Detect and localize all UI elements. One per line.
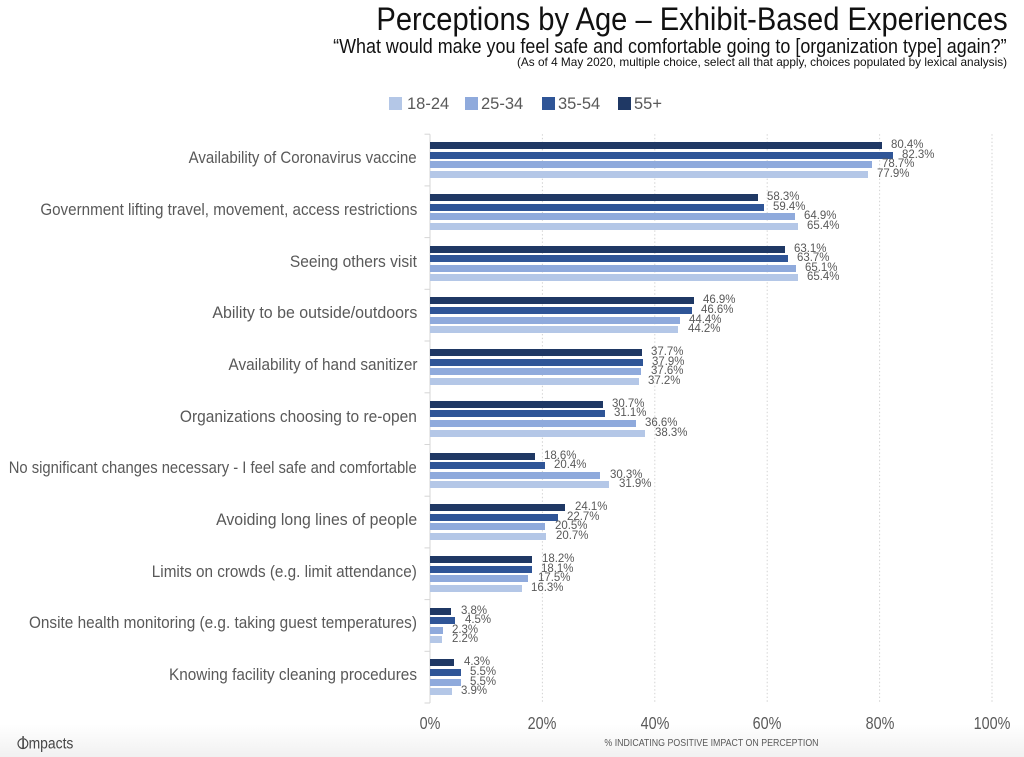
svg-text:mpacts: mpacts	[29, 735, 74, 752]
